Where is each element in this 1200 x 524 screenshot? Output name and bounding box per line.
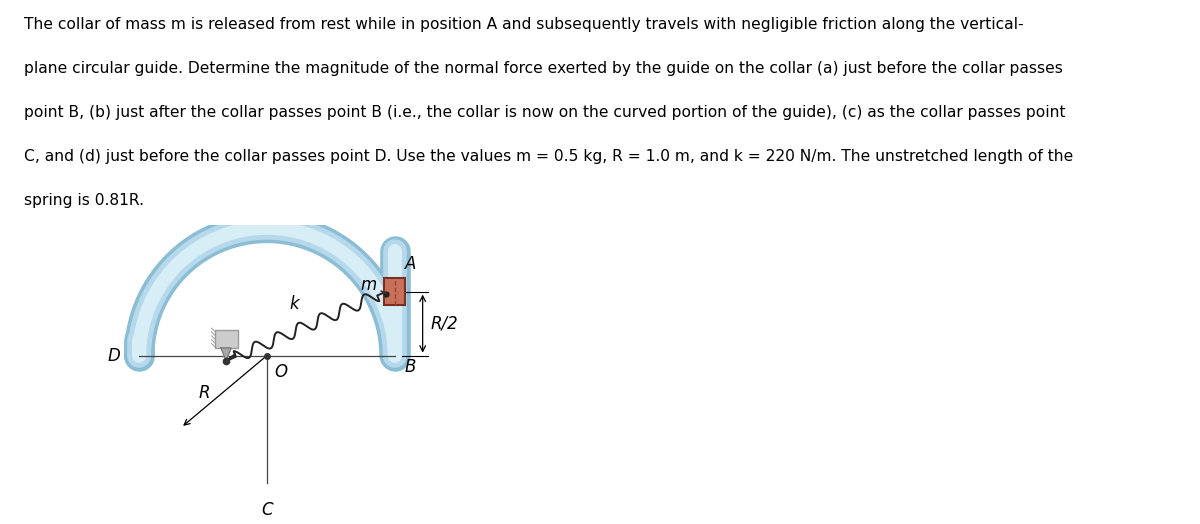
FancyBboxPatch shape — [215, 330, 238, 348]
Text: spring is 0.81R.: spring is 0.81R. — [24, 193, 144, 208]
Text: A: A — [404, 255, 416, 273]
Text: R: R — [198, 384, 210, 402]
Text: B: B — [404, 358, 416, 376]
Text: C: C — [262, 501, 272, 519]
Text: C, and (d) just before the collar passes point D. Use the values m = 0.5 kg, R =: C, and (d) just before the collar passes… — [24, 149, 1073, 164]
Text: plane circular guide. Determine the magnitude of the normal force exerted by the: plane circular guide. Determine the magn… — [24, 61, 1063, 76]
Polygon shape — [221, 348, 232, 361]
Text: The collar of mass m is released from rest while in position A and subsequently : The collar of mass m is released from re… — [24, 17, 1024, 32]
Text: D: D — [108, 346, 120, 365]
Text: R/2: R/2 — [431, 314, 458, 333]
Text: k: k — [289, 296, 299, 313]
Text: point B, (b) just after the collar passes point B (i.e., the collar is now on th: point B, (b) just after the collar passe… — [24, 105, 1066, 120]
FancyBboxPatch shape — [384, 278, 404, 305]
Text: m: m — [360, 276, 377, 294]
Text: O: O — [275, 363, 288, 381]
